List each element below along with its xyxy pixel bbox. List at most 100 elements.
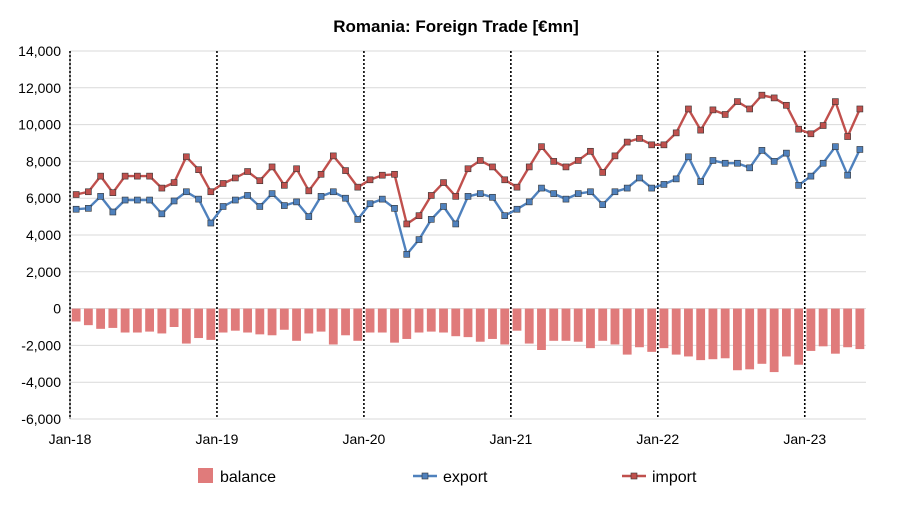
balance-bar (586, 308, 595, 349)
import-point (464, 165, 472, 173)
balance-bar (157, 308, 167, 334)
export-point (476, 190, 484, 197)
export-point (366, 200, 374, 208)
export-point (734, 159, 741, 167)
import-point (856, 105, 864, 113)
import-point (807, 130, 815, 138)
import-line (75, 93, 861, 226)
balance-bar (598, 308, 608, 341)
export-point (489, 193, 496, 201)
export-point (170, 197, 178, 205)
y-tick-label: -4,000 (21, 374, 61, 390)
import-point (440, 179, 447, 186)
export-point (697, 178, 704, 185)
export-point (795, 182, 802, 189)
balance-bar (426, 308, 436, 332)
export-point (121, 196, 129, 204)
export-point (317, 193, 325, 200)
import-point (832, 98, 839, 105)
export-point (783, 149, 790, 157)
export-point (195, 195, 202, 203)
import-point (844, 133, 851, 140)
export-point (440, 203, 447, 210)
import-point (685, 105, 692, 113)
balance-bar (439, 308, 448, 333)
balance-bar (659, 308, 669, 349)
balance-bar (488, 308, 497, 339)
export-point (391, 205, 398, 212)
balance-bar (71, 308, 81, 322)
import-point (219, 180, 227, 187)
import-point (783, 101, 790, 109)
export-point (611, 188, 619, 196)
export-point (721, 159, 729, 167)
export-point (207, 219, 215, 227)
import-point (672, 129, 680, 137)
import-point (770, 94, 778, 102)
y-tick-label: 0 (53, 301, 61, 317)
y-axis-ticks: -6,000 -4,000 -2,000 0 2,000 4,000 6,000 8,000 1… (18, 43, 61, 427)
export-point (219, 203, 227, 210)
import-point (623, 138, 631, 146)
export-point (623, 184, 631, 192)
export-point (636, 174, 643, 182)
export-point (562, 195, 570, 203)
import-point (121, 172, 129, 180)
trade-lines (72, 91, 864, 258)
import-point (342, 167, 349, 174)
import-point (146, 172, 153, 180)
export-point (415, 236, 423, 243)
export-point (378, 195, 386, 203)
import-point (660, 141, 668, 149)
import-point (244, 168, 251, 175)
year-dividers (69, 51, 806, 419)
import-point (293, 165, 300, 173)
import-point (207, 188, 215, 196)
y-tick-label: 10,000 (18, 117, 61, 133)
x-axis-ticks: Jan-18 Jan-19 Jan-20 Jan-21 Jan-22 Jan-23 (49, 431, 827, 447)
balance-bar (353, 308, 363, 341)
import-point (109, 189, 117, 196)
export-point (538, 184, 545, 192)
import-point (513, 183, 521, 191)
balance-bar (794, 308, 804, 365)
import-point (562, 163, 570, 171)
balance-bar (843, 308, 853, 348)
export-point (807, 172, 815, 180)
import-point (636, 135, 643, 142)
balance-bar (537, 308, 546, 350)
export-point (844, 171, 851, 179)
export-point (256, 203, 264, 210)
export-point (268, 190, 276, 197)
import-point (329, 152, 337, 160)
balance-bar (806, 308, 816, 351)
export-point (574, 190, 582, 197)
balance-bar (218, 308, 228, 333)
export-point (452, 220, 460, 228)
import-point (170, 179, 178, 186)
balance-bar (402, 308, 412, 339)
balance-bar (684, 308, 693, 357)
chart-title: Romania: Foreign Trade [€mn] (333, 17, 579, 36)
balance-bar (610, 308, 620, 345)
y-tick-label: 6,000 (26, 190, 61, 206)
balance-bar (181, 308, 191, 344)
x-tick-label: Jan-22 (636, 431, 679, 447)
export-point (685, 153, 692, 161)
export-point (183, 188, 190, 196)
x-tick-label: Jan-19 (196, 431, 239, 447)
export-point (342, 194, 349, 202)
balance-bar (830, 308, 840, 354)
legend: balance export import (198, 468, 697, 486)
balance-bar (230, 308, 240, 331)
export-point (648, 184, 655, 192)
import-point (256, 177, 264, 185)
balance-bar (120, 308, 130, 333)
import-point (232, 174, 239, 182)
import-point (819, 122, 827, 129)
balance-bar (512, 308, 522, 331)
export-point (599, 201, 607, 208)
balance-bar (83, 308, 93, 326)
import-point (268, 163, 276, 171)
export-point (513, 205, 521, 213)
